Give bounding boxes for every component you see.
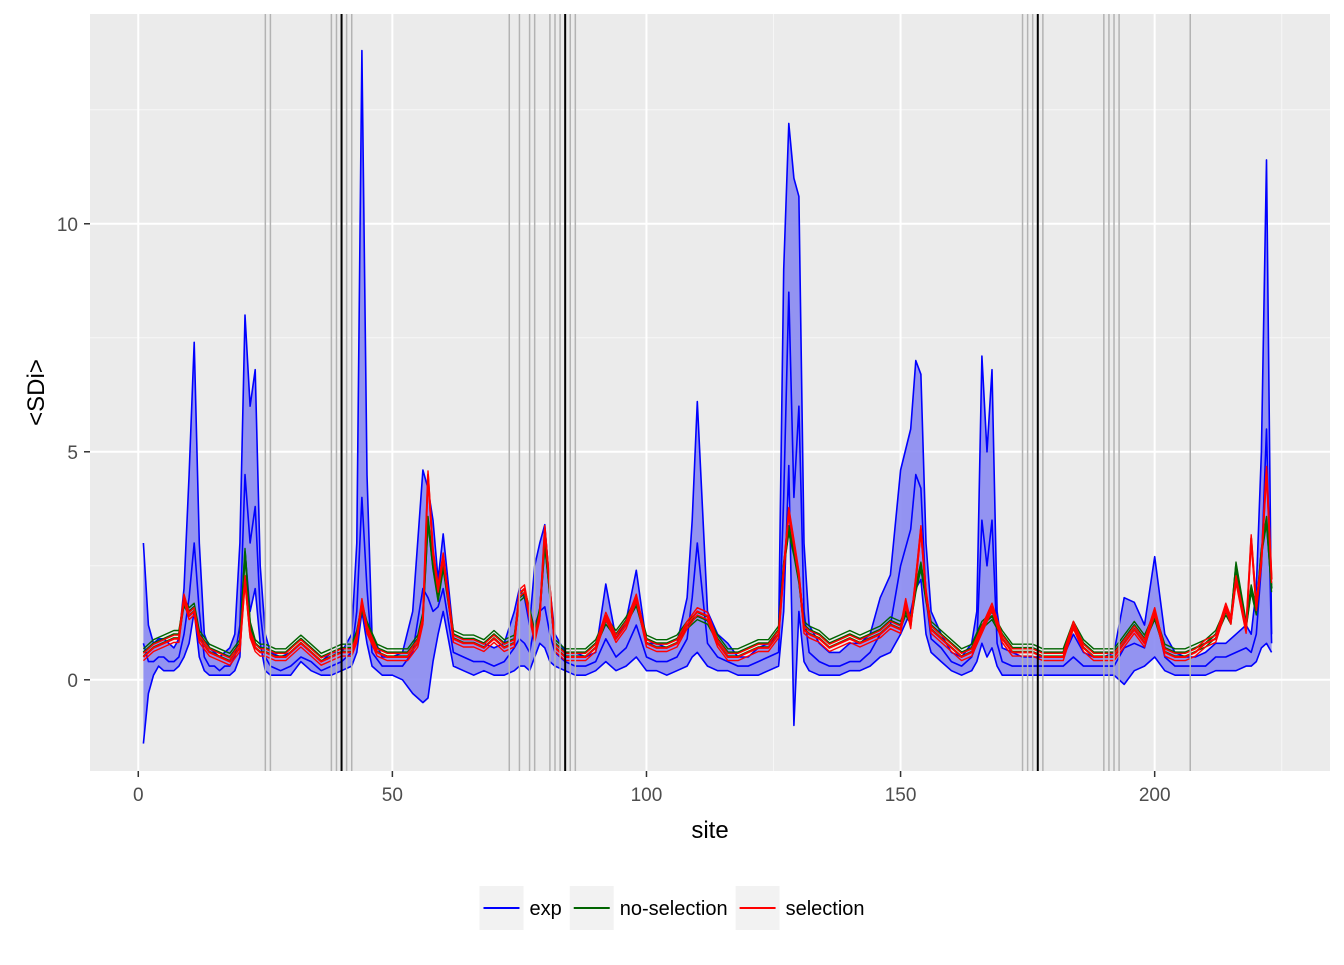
x-tick-label: 0 — [133, 785, 144, 806]
legend-label: exp — [529, 898, 561, 920]
series-layer — [142, 49, 1273, 744]
series-line-selection — [142, 469, 1273, 663]
vline-layer — [264, 14, 1191, 771]
legend: exp no-selection selection — [479, 886, 865, 930]
x-tick-label: 200 — [1139, 785, 1171, 806]
x-tick-label: 50 — [382, 785, 403, 806]
legend-label: selection — [786, 898, 865, 920]
series-line-selection-lower — [142, 473, 1273, 666]
legend-label: no-selection — [620, 898, 728, 920]
series-line-exp-lower — [142, 464, 1273, 744]
x-tick-label: 150 — [885, 785, 917, 806]
series-line-selection-upper — [142, 465, 1273, 659]
y-tick-label: 5 — [67, 443, 78, 464]
y-axis-title: <SDi> — [23, 359, 50, 426]
y-tick-label: 0 — [67, 671, 78, 692]
grid-major — [90, 14, 1330, 771]
x-tick-label: 100 — [631, 785, 663, 806]
y-tick-label: 10 — [57, 215, 78, 236]
axis-layer: 0 50 100 150 200 0 5 10 — [57, 215, 1171, 806]
x-axis-title: site — [691, 817, 728, 844]
